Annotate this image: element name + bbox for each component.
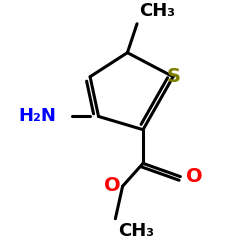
Text: O: O: [104, 176, 120, 195]
Text: S: S: [166, 67, 180, 86]
Text: O: O: [186, 167, 203, 186]
Text: CH₃: CH₃: [140, 2, 175, 20]
Text: H₂N: H₂N: [18, 108, 57, 126]
Text: CH₃: CH₃: [118, 222, 154, 240]
